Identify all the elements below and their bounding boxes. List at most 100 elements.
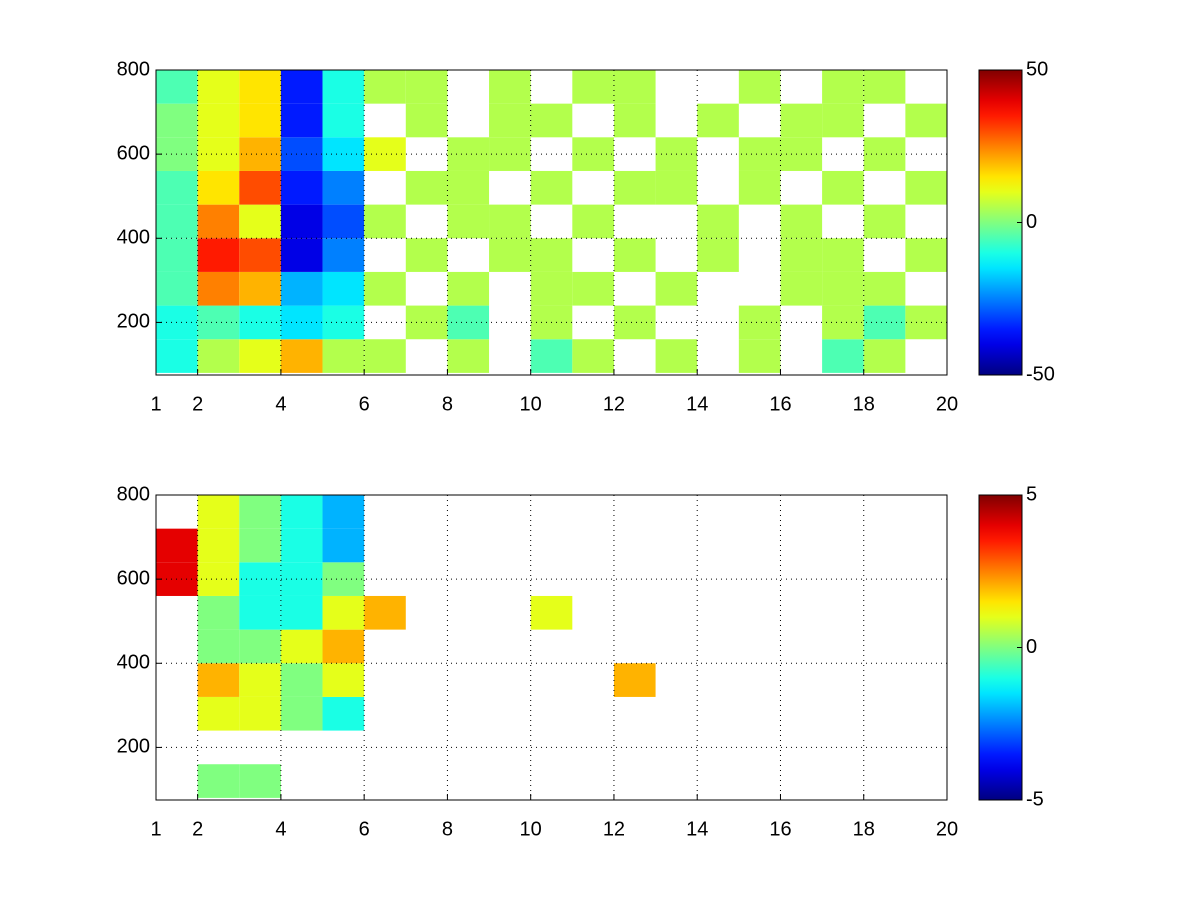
heatmap-cell [322,595,365,630]
x-tick-label: 2 [192,393,203,415]
axes-box [155,494,948,801]
heatmap-cell [239,204,281,239]
heatmap-cell [239,305,281,340]
y-tick-label: 600 [117,142,150,164]
heatmap-cell [197,137,240,171]
heatmap-cell [280,629,323,664]
x-tick-label: 18 [853,393,875,415]
heatmap-cell [697,204,739,239]
heatmap-cell [613,663,656,697]
heatmap-cell [156,528,198,563]
heatmap-cell [239,528,281,563]
heatmap-cell [780,271,823,306]
heatmap-cell [197,238,240,272]
heatmap-cell [322,137,365,171]
heatmap-cell [197,495,240,529]
heatmap-cell [405,70,448,104]
y-tick-label: 400 [117,652,150,674]
heatmap-cell [530,595,573,630]
heatmap-cell [239,137,281,171]
heatmap-cell [197,629,240,664]
heatmap-cell [364,595,406,630]
heatmap-cell [697,238,739,272]
heatmap-cell [280,339,323,373]
heatmap-cell [322,696,365,731]
heatmap-cell [280,70,323,104]
x-tick-label: 6 [359,393,370,415]
heatmap-cell [489,70,531,104]
heatmap-cell [156,204,198,239]
heatmap-cell [156,271,198,306]
colorbar [978,69,1023,376]
heatmap-cell [780,204,823,239]
heatmap-cell [572,339,614,373]
x-tick-label: 14 [686,818,708,840]
heatmap-cell [322,562,365,596]
x-tick-label: 12 [603,818,625,840]
heatmap-cell [655,170,698,205]
heatmap-cell [655,271,698,306]
heatmap-cell [197,528,240,563]
heatmap-cell [489,103,531,138]
heatmap-cell [156,238,198,272]
x-tick-label: 6 [359,818,370,840]
y-tick-label: 600 [117,567,150,589]
heatmap-cell [322,663,365,697]
heatmap-cell [322,170,365,205]
heatmap-cell [530,170,573,205]
heatmap-cell [905,103,947,138]
heatmap-cell [239,103,281,138]
heatmap-cell [197,70,240,104]
heatmap-cell [905,238,947,272]
heatmap-cell [280,204,323,239]
heatmap-cell [197,663,240,697]
x-tick-label: 4 [275,393,286,415]
x-tick-label: 12 [603,393,625,415]
heatmap-cell [905,170,947,205]
heatmap-cell [197,595,240,630]
heatmap-cell [447,339,490,373]
heatmap-cell [322,495,365,529]
heatmap-cell [738,70,781,104]
heatmap-cell [572,204,614,239]
heatmap-cell [489,238,531,272]
heatmap-cell [447,170,490,205]
heatmap-cell [364,204,406,239]
heatmap-cell [863,271,906,306]
x-tick-label: 8 [442,818,453,840]
y-tick-label: 200 [117,736,150,758]
colorbar-tick-label: 50 [1026,58,1048,80]
heatmap-cell [780,238,823,272]
heatmap-cell [863,339,906,373]
colorbar-tick-label: 0 [1026,211,1037,233]
y-tick-label: 800 [117,58,150,80]
heatmap-cell [280,495,323,529]
heatmap-cell [280,238,323,272]
heatmap-cell [863,137,906,171]
heatmap-cell [655,339,698,373]
heatmap-cell [572,137,614,171]
x-tick-label: 16 [769,393,791,415]
heatmap-cell [572,70,614,104]
y-tick-label: 200 [117,311,150,333]
x-tick-label: 4 [275,818,286,840]
colorbar-tick-label: -50 [1026,363,1055,385]
x-tick-label: 20 [936,818,958,840]
colorbar [978,494,1023,801]
heatmap-cell [322,204,365,239]
heatmap-cell [405,238,448,272]
heatmap-cell [572,271,614,306]
heatmap-cell [239,663,281,697]
heatmap-cell [863,204,906,239]
heatmap-cell [197,271,240,306]
heatmap-cell [280,663,323,697]
heatmap-cell [822,271,864,306]
heatmap-cell [239,339,281,373]
x-tick-label: 18 [853,818,875,840]
y-tick-label: 400 [117,227,150,249]
heatmap-cell [530,339,573,373]
heatmap-cell [613,305,656,340]
heatmap-cell [489,137,531,171]
